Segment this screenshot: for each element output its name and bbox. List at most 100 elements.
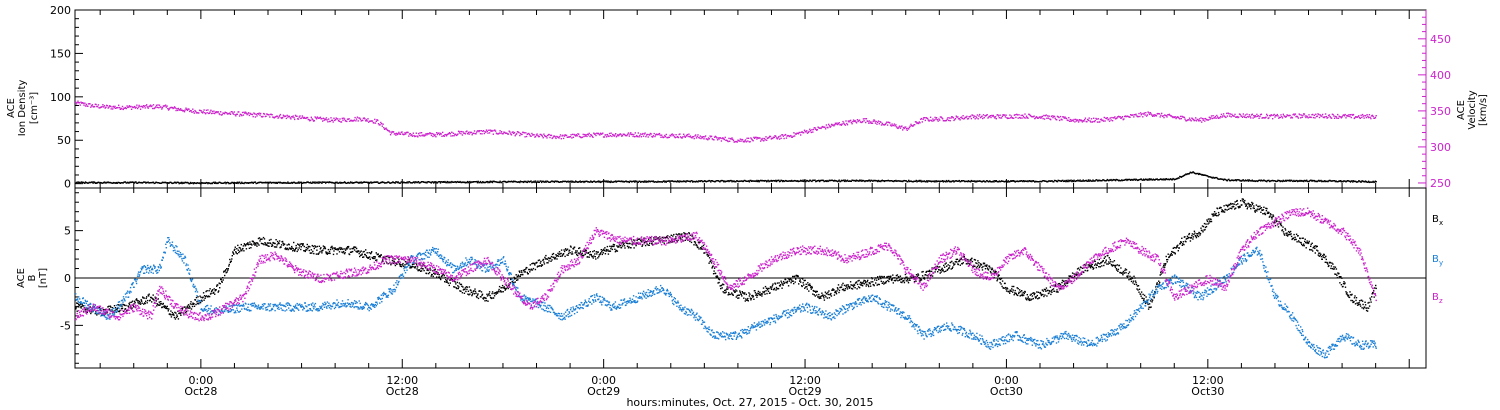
top-series-velocity-point	[345, 120, 347, 122]
top-series-density-point	[271, 181, 273, 184]
top-series-velocity-point	[80, 101, 82, 103]
top-series-velocity-point	[272, 116, 275, 119]
top-series-velocity-point	[872, 120, 874, 122]
series-bx-point	[122, 310, 125, 312]
top-series-velocity-point	[761, 139, 763, 141]
series-bx-point	[481, 294, 483, 296]
series-bx-point	[351, 247, 353, 250]
top-series-velocity-point	[335, 117, 337, 119]
series-bx-point	[411, 263, 414, 266]
series-bx-point	[84, 308, 86, 310]
top-series-density-point	[790, 179, 793, 182]
top-series-velocity-point	[1019, 117, 1022, 119]
series-bx-point	[473, 293, 476, 295]
top-series-density-point	[190, 182, 192, 184]
top-series-velocity-point	[146, 104, 148, 106]
series-bx-point	[584, 250, 586, 252]
top-series-density-point	[898, 180, 901, 182]
series-bx-point	[244, 245, 247, 247]
top-series-velocity-point	[821, 125, 824, 128]
top-series-velocity-point	[724, 136, 726, 139]
top-series-density-point	[919, 180, 921, 183]
top-series-velocity-point	[528, 132, 530, 135]
top-series-velocity-point	[902, 129, 904, 131]
top-series-velocity-point	[1003, 114, 1006, 116]
top-series-density-point	[1367, 180, 1370, 182]
top-series-velocity-point	[774, 135, 776, 137]
top-series-velocity-point	[713, 136, 716, 138]
top-series-velocity-point	[701, 136, 703, 138]
top-series-density-point	[1169, 178, 1171, 180]
top-series-density-point	[268, 182, 270, 184]
series-bx-point	[464, 288, 466, 291]
top-series-velocity-point	[743, 141, 745, 143]
top-series-velocity-point	[1276, 113, 1278, 116]
top-series-density-point	[166, 182, 168, 184]
top-series-density-point	[918, 179, 920, 182]
top-series-velocity-point	[787, 135, 790, 137]
top-series-velocity-point	[251, 113, 254, 116]
series-bx-point	[724, 289, 726, 292]
series-bx-point	[539, 265, 541, 267]
top-series-velocity-point	[719, 137, 721, 139]
series-bx-point	[650, 237, 652, 239]
top-series-density-point	[920, 179, 922, 182]
top-series-velocity-point	[634, 132, 636, 134]
top-series-density-point	[1059, 180, 1061, 182]
top-series-density-point	[300, 181, 303, 183]
top-series-density-point	[136, 182, 139, 184]
top-series-velocity-point	[407, 131, 409, 134]
top-series-velocity-point	[319, 116, 322, 118]
top-series-density-point	[446, 180, 448, 183]
top-series-velocity-point	[1229, 115, 1231, 117]
top-series-velocity-point	[935, 118, 937, 120]
series-bx-point	[268, 245, 270, 247]
top-series-density-point	[844, 179, 846, 181]
top-series-density-point	[774, 180, 776, 182]
series-bx-point	[491, 292, 493, 295]
top-series-velocity-point	[500, 131, 503, 133]
top-series-velocity-point	[1182, 116, 1184, 118]
top-series-density-point	[765, 180, 767, 182]
top-series-velocity-point	[1327, 116, 1329, 119]
top-series-density-point	[348, 182, 350, 184]
series-bx-point	[121, 305, 123, 307]
top-series-density-point	[585, 180, 587, 182]
top-series-velocity-point	[540, 133, 542, 136]
top-series-density-point	[389, 182, 392, 184]
top-series-velocity-point	[1187, 119, 1189, 121]
top-series-velocity-point	[1247, 116, 1250, 118]
series-bx-point	[218, 282, 220, 284]
top-series-density-point	[973, 180, 976, 182]
series-bx-point	[215, 289, 217, 291]
top-series-velocity-point	[507, 133, 510, 135]
top-series-velocity-point	[170, 106, 173, 109]
series-bx-point	[359, 255, 361, 258]
series-bx-point	[543, 261, 545, 263]
top-series-velocity-point	[1069, 118, 1071, 121]
top-series-velocity-point	[1092, 120, 1094, 123]
top-series-velocity-point	[155, 104, 158, 106]
series-bx-point	[75, 307, 77, 309]
top-series-density-point	[369, 181, 371, 184]
top-series-velocity-point	[1091, 121, 1093, 123]
series-bx-point	[722, 291, 724, 293]
top-series-density-point	[288, 182, 291, 184]
top-series-velocity-point	[1365, 116, 1368, 119]
top-series-velocity-point	[600, 133, 602, 135]
top-series-density-point	[528, 181, 530, 183]
top-series-velocity-point	[968, 116, 970, 118]
series-bx-point	[371, 251, 373, 253]
series-bx-point	[506, 284, 508, 286]
series-bx-point	[169, 314, 172, 316]
series-bx-point	[263, 243, 265, 246]
top-series-density-point	[379, 182, 381, 184]
series-bx-point	[312, 250, 314, 253]
top-series-velocity-point	[1297, 117, 1300, 119]
series-bx-point	[114, 309, 116, 312]
top-series-density-point	[131, 181, 133, 183]
top-series-velocity-point	[1044, 115, 1047, 117]
top-series-velocity-point	[383, 128, 386, 130]
series-bx-point	[614, 248, 616, 250]
top-series-density-point	[719, 181, 721, 183]
